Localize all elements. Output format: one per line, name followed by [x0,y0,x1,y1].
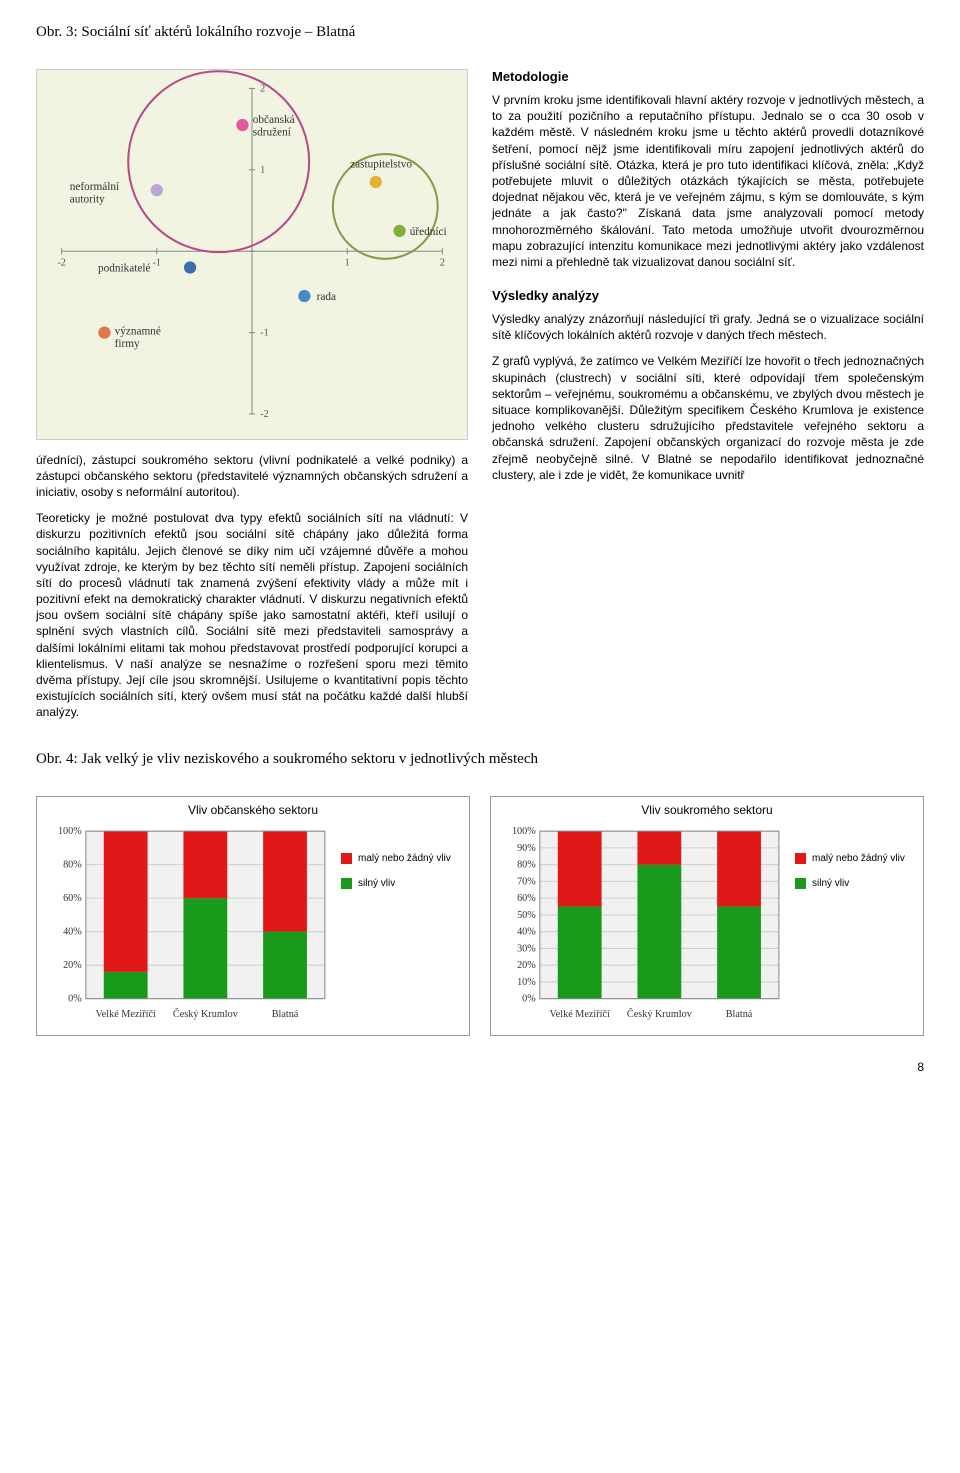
svg-text:Český Krumlov: Český Krumlov [173,1008,239,1020]
svg-text:-2: -2 [260,409,269,420]
methodology-heading: Metodologie [492,69,924,84]
right-para-1: V prvním kroku jsme identifikovali hlavn… [492,92,924,270]
svg-text:Velké Meziříčí: Velké Meziříčí [550,1009,611,1020]
svg-text:-2: -2 [57,258,66,269]
scatter-chart: -2 -1 1 2 -2 -1 1 2 občanskásdružení neformálníau… [36,69,468,440]
legend-high-left: silný vliv [341,878,461,889]
svg-text:70%: 70% [517,876,536,887]
left-para-2: Teoreticky je možné postulovat dva typy … [36,510,468,720]
left-column: -2 -1 1 2 -2 -1 1 2 občanskásdružení neformálníau… [36,69,468,731]
svg-text:100%: 100% [58,826,82,837]
svg-text:firmy: firmy [115,338,140,350]
right-para-3: Z grafů vyplývá, že zatímco ve Velkém Me… [492,353,924,483]
figure3-title: Obr. 3: Sociální síť aktérů lokálního ro… [36,24,924,41]
svg-text:40%: 40% [517,926,536,937]
figure4-charts: Vliv občanského sektoru 0% 20% 40% 60% 80% 10… [36,796,924,1036]
svg-text:20%: 20% [63,960,82,971]
chart-civic-title: Vliv občanského sektoru [45,803,461,817]
svg-text:0%: 0% [68,993,82,1004]
svg-text:občanská: občanská [253,114,295,126]
scatter-svg: -2 -1 1 2 -2 -1 1 2 občanskásdružení neformálníau… [37,70,467,439]
svg-text:2: 2 [260,83,265,94]
svg-text:80%: 80% [517,859,536,870]
legend-low-label: malý nebo žádný vliv [358,853,451,864]
bars-left-svg: 0% 20% 40% 60% 80% 100% Velké Meziříčí Český Kr… [45,823,331,1027]
svg-text:90%: 90% [517,843,536,854]
swatch-high-icon [795,878,806,889]
legend-right: malý nebo žádný vliv silný vliv [785,823,915,903]
main-columns: -2 -1 1 2 -2 -1 1 2 občanskásdružení neformálníau… [36,69,924,731]
svg-text:0%: 0% [522,993,536,1004]
chart-civic-sector: Vliv občanského sektoru 0% 20% 40% 60% 80% 10… [36,796,470,1036]
svg-text:úředníci: úředníci [410,226,447,238]
svg-text:Blatná: Blatná [726,1009,753,1020]
svg-text:zastupitelstvo: zastupitelstvo [350,159,412,171]
legend-left: malý nebo žádný vliv silný vliv [331,823,461,903]
svg-text:10%: 10% [517,977,536,988]
svg-text:1: 1 [345,258,350,269]
svg-text:100%: 100% [512,826,536,837]
svg-text:80%: 80% [63,859,82,870]
svg-text:Český Krumlov: Český Krumlov [627,1008,693,1020]
svg-text:sdružení: sdružení [253,126,291,138]
svg-text:1: 1 [260,165,265,176]
svg-text:-1: -1 [153,258,162,269]
swatch-low-icon [795,853,806,864]
swatch-high-icon [341,878,352,889]
svg-text:60%: 60% [517,893,536,904]
swatch-low-icon [341,853,352,864]
page-number: 8 [36,1060,924,1074]
legend-low-right: malý nebo žádný vliv [795,853,915,864]
svg-text:autority: autority [70,193,105,205]
svg-text:30%: 30% [517,943,536,954]
right-column: Metodologie V prvním kroku jsme identifi… [492,69,924,731]
legend-low-left: malý nebo žádný vliv [341,853,461,864]
right-para-2: Výsledky analýzy znázorňují následující … [492,311,924,343]
svg-text:-1: -1 [260,328,269,339]
results-heading: Výsledky analýzy [492,288,924,303]
svg-text:Velké Meziříčí: Velké Meziříčí [96,1009,157,1020]
legend-high-label: silný vliv [358,878,395,889]
svg-text:2: 2 [440,258,445,269]
figure4-title: Obr. 4: Jak velký je vliv neziskového a … [36,751,924,768]
svg-text:50%: 50% [517,910,536,921]
svg-text:20%: 20% [517,960,536,971]
legend-high-label: silný vliv [812,878,849,889]
chart-private-title: Vliv soukromého sektoru [499,803,915,817]
svg-text:rada: rada [317,291,336,303]
svg-text:neformální: neformální [70,181,119,193]
bars-right-svg: 0% 10% 20% 30% 40% 50% 60% 70% 80% 90% 100% Velké M… [499,823,785,1027]
left-para-1: úředníci), zástupci soukromého sektoru (… [36,452,468,501]
legend-low-label: malý nebo žádný vliv [812,853,905,864]
svg-text:40%: 40% [63,926,82,937]
svg-text:podnikatelé: podnikatelé [98,263,150,275]
legend-high-right: silný vliv [795,878,915,889]
svg-text:významné: významné [115,326,161,338]
chart-private-sector: Vliv soukromého sektoru 0% 10% 20% 30% 40% 50… [490,796,924,1036]
svg-text:Blatná: Blatná [272,1009,299,1020]
svg-text:60%: 60% [63,893,82,904]
